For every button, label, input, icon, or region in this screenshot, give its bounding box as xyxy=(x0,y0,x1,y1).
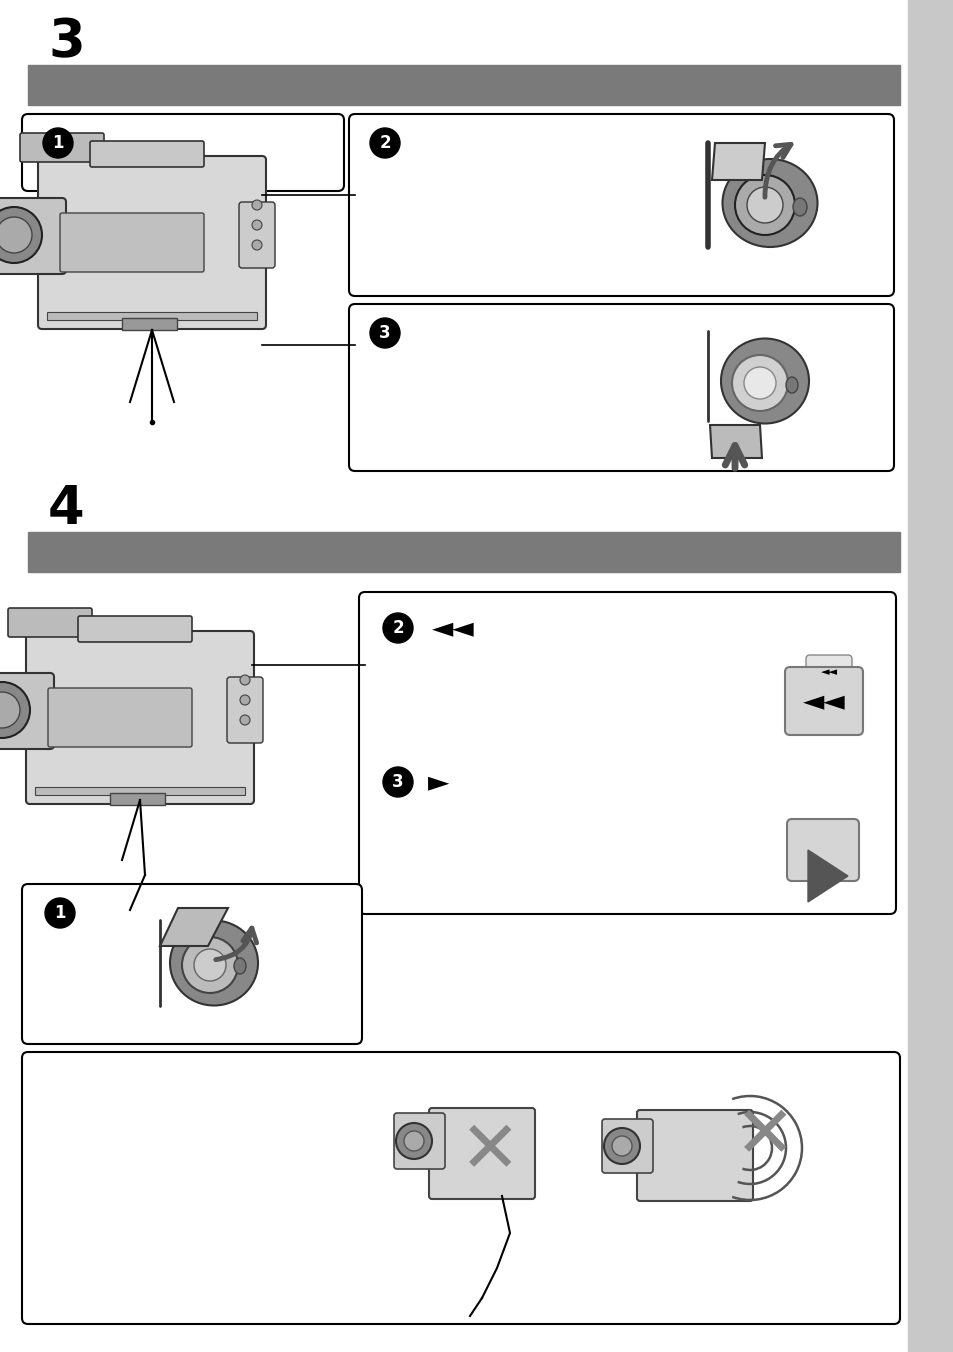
FancyBboxPatch shape xyxy=(786,819,858,882)
FancyBboxPatch shape xyxy=(78,617,192,642)
FancyBboxPatch shape xyxy=(358,592,895,914)
Circle shape xyxy=(252,241,262,250)
Circle shape xyxy=(193,949,226,982)
Circle shape xyxy=(382,612,413,644)
FancyBboxPatch shape xyxy=(227,677,263,744)
Circle shape xyxy=(603,1128,639,1164)
Text: ✕: ✕ xyxy=(734,1103,795,1172)
Circle shape xyxy=(0,692,20,727)
FancyBboxPatch shape xyxy=(805,654,851,690)
Polygon shape xyxy=(160,909,228,946)
Text: ✕: ✕ xyxy=(459,1118,519,1187)
Text: ◄◄: ◄◄ xyxy=(432,614,475,642)
Circle shape xyxy=(240,695,250,704)
FancyBboxPatch shape xyxy=(784,667,862,735)
Polygon shape xyxy=(709,425,761,458)
FancyBboxPatch shape xyxy=(429,1109,535,1199)
Bar xyxy=(47,312,256,320)
FancyBboxPatch shape xyxy=(22,1052,899,1324)
Ellipse shape xyxy=(233,959,246,973)
Circle shape xyxy=(252,200,262,210)
Bar xyxy=(907,0,953,1352)
Ellipse shape xyxy=(792,197,806,216)
Text: 3: 3 xyxy=(378,324,391,342)
FancyBboxPatch shape xyxy=(48,688,192,748)
Circle shape xyxy=(252,220,262,230)
Circle shape xyxy=(612,1136,631,1156)
Circle shape xyxy=(43,128,73,158)
Circle shape xyxy=(734,174,794,235)
Polygon shape xyxy=(711,143,764,180)
Text: ►: ► xyxy=(428,768,449,796)
Bar xyxy=(28,531,899,572)
Circle shape xyxy=(370,128,399,158)
FancyBboxPatch shape xyxy=(0,197,66,274)
Ellipse shape xyxy=(720,338,808,423)
FancyBboxPatch shape xyxy=(8,608,91,637)
Polygon shape xyxy=(807,850,847,902)
Text: ◄◄: ◄◄ xyxy=(801,687,844,715)
Circle shape xyxy=(0,218,32,253)
Text: 2: 2 xyxy=(392,619,403,637)
Text: 4: 4 xyxy=(48,483,85,535)
Circle shape xyxy=(382,767,413,796)
Circle shape xyxy=(746,187,782,223)
FancyBboxPatch shape xyxy=(22,114,344,191)
FancyBboxPatch shape xyxy=(26,631,253,804)
Circle shape xyxy=(370,318,399,347)
Text: ◄◄: ◄◄ xyxy=(820,667,837,677)
Circle shape xyxy=(403,1132,423,1151)
Ellipse shape xyxy=(785,377,797,393)
FancyBboxPatch shape xyxy=(90,141,204,168)
FancyBboxPatch shape xyxy=(20,132,104,162)
Text: 3: 3 xyxy=(392,773,403,791)
Circle shape xyxy=(395,1124,432,1159)
FancyBboxPatch shape xyxy=(0,673,54,749)
Bar xyxy=(35,787,245,795)
FancyBboxPatch shape xyxy=(38,155,266,329)
Bar xyxy=(122,318,177,330)
Bar xyxy=(110,794,165,804)
Circle shape xyxy=(0,681,30,738)
FancyBboxPatch shape xyxy=(637,1110,752,1201)
FancyBboxPatch shape xyxy=(349,304,893,470)
Circle shape xyxy=(182,937,237,992)
Ellipse shape xyxy=(721,160,817,247)
Circle shape xyxy=(731,356,787,411)
Ellipse shape xyxy=(170,921,257,1006)
Circle shape xyxy=(0,207,42,264)
Circle shape xyxy=(240,715,250,725)
FancyBboxPatch shape xyxy=(239,201,274,268)
FancyBboxPatch shape xyxy=(60,214,204,272)
Circle shape xyxy=(45,898,75,927)
Circle shape xyxy=(240,675,250,685)
Text: 3: 3 xyxy=(48,16,85,68)
Text: 2: 2 xyxy=(378,134,391,151)
FancyBboxPatch shape xyxy=(22,884,361,1044)
Text: 1: 1 xyxy=(54,904,66,922)
FancyBboxPatch shape xyxy=(601,1119,652,1174)
Circle shape xyxy=(743,366,775,399)
Bar xyxy=(28,65,899,105)
Text: 1: 1 xyxy=(52,134,64,151)
FancyBboxPatch shape xyxy=(394,1113,444,1169)
FancyBboxPatch shape xyxy=(349,114,893,296)
